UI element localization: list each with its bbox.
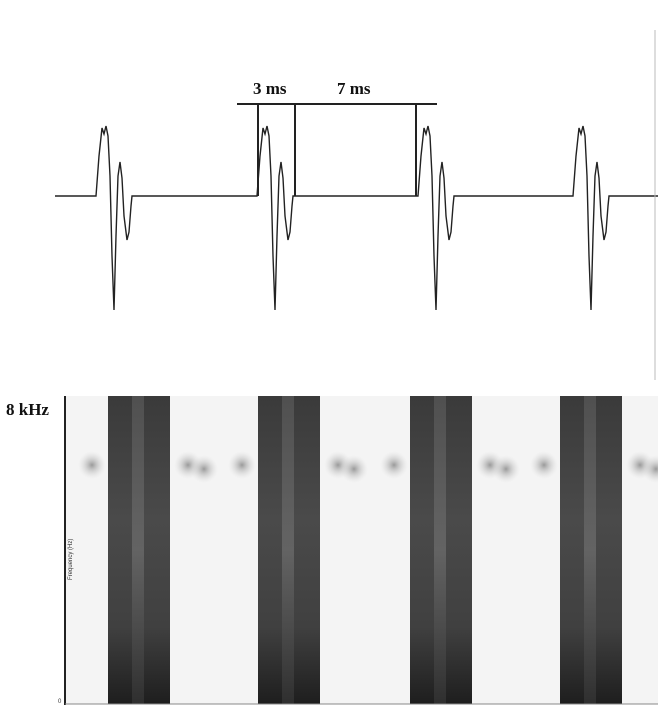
- interval-brackets: [237, 103, 437, 196]
- waveform-trace: [55, 125, 658, 311]
- waveform: [55, 125, 658, 311]
- noise-blob: [492, 455, 520, 483]
- noise-blob: [380, 451, 408, 479]
- interval-label: 7 ms: [337, 79, 371, 98]
- pulse-gap: [282, 396, 294, 704]
- noise-blob: [190, 455, 218, 483]
- frequency-top-label: 8 kHz: [6, 400, 49, 419]
- pulse-gap: [584, 396, 596, 704]
- noise-blob: [530, 451, 558, 479]
- spectrogram: [66, 396, 658, 704]
- frequency-axis-label: Frequency (Hz): [68, 539, 74, 580]
- noise-blob: [642, 455, 658, 483]
- pulse-gap: [434, 396, 446, 704]
- noise-blob: [228, 451, 256, 479]
- frequency-bottom-label: 0: [58, 699, 62, 705]
- noise-blob: [78, 451, 106, 479]
- interval-label: 3 ms: [253, 79, 287, 98]
- pulse-gap: [132, 396, 144, 704]
- noise-blob: [340, 455, 368, 483]
